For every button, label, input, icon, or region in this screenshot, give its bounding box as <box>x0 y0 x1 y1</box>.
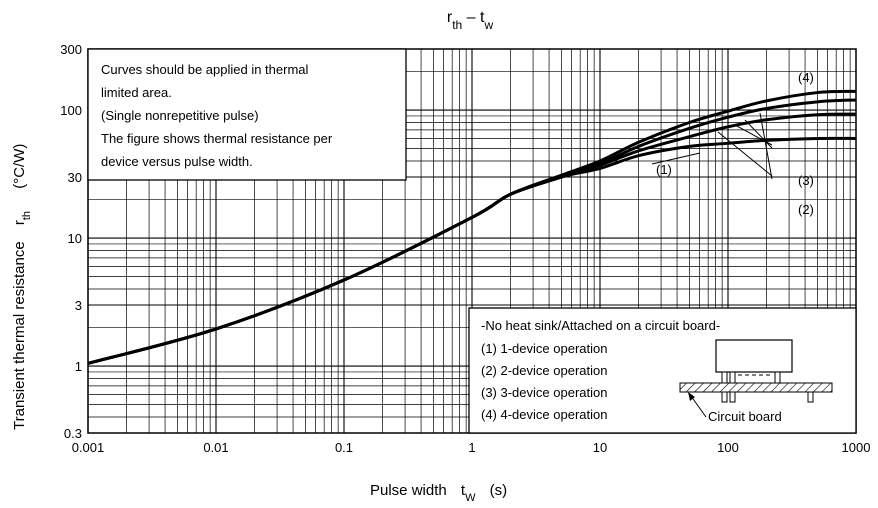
series-line-4 <box>87 89 857 365</box>
note-line: The figure shows thermal resistance per <box>101 131 333 146</box>
x-tick-label: 1000 <box>842 440 871 455</box>
x-tick-label: 0.001 <box>72 440 105 455</box>
legend-box: -No heat sink/Attached on a circuit boar… <box>468 307 857 434</box>
note-box: Curves should be applied in thermal limi… <box>87 48 407 181</box>
y-tick-label: 30 <box>68 170 82 185</box>
legend-item: (4) 4-device operation <box>481 407 607 422</box>
curves <box>87 89 857 365</box>
callout-label-1: (1) <box>656 162 672 177</box>
note-line: device versus pulse width. <box>101 154 253 169</box>
x-axis-label: Pulse width tW (s) <box>370 482 507 504</box>
x-tick-label: 1 <box>468 440 475 455</box>
callout-label-3: (3) <box>798 173 814 188</box>
y-tick-label: 0.3 <box>64 426 82 441</box>
circuit-board-label: Circuit board <box>708 409 782 424</box>
x-tick-label: 0.01 <box>203 440 228 455</box>
x-tick-label: 100 <box>717 440 739 455</box>
y-tick-label: 300 <box>60 42 82 57</box>
note-line: Curves should be applied in thermal <box>101 62 309 77</box>
circuit-board-drawing: Circuit board <box>679 339 833 424</box>
legend-title: -No heat sink/Attached on a circuit boar… <box>481 318 720 333</box>
legend-item: (2) 2-device operation <box>481 363 607 378</box>
x-tick-label: 10 <box>593 440 607 455</box>
x-tick-labels: 0.001 0.01 0.1 1 10 100 1000 <box>72 440 871 455</box>
x-tick-label: 0.1 <box>335 440 353 455</box>
legend-item: (1) 1-device operation <box>481 341 607 356</box>
chart-title: rth – tw <box>447 9 494 32</box>
y-tick-labels: 0.3 1 3 10 30 100 300 <box>60 42 82 441</box>
callout-label-4: (4) <box>798 70 814 85</box>
circuit-board <box>679 382 833 393</box>
y-axis-label: Transient thermal resistance rth (°C/W) <box>11 144 33 430</box>
note-line: limited area. <box>101 85 172 100</box>
callout-label-2: (2) <box>798 202 814 217</box>
y-tick-label: 3 <box>75 298 82 313</box>
y-tick-label: 1 <box>75 359 82 374</box>
curve-callouts: (1) (2) (3) (4) <box>651 70 814 217</box>
y-tick-label: 10 <box>68 231 82 246</box>
legend-item: (3) 3-device operation <box>481 385 607 400</box>
note-line: (Single nonrepetitive pulse) <box>101 108 259 123</box>
device-package <box>715 339 793 373</box>
y-tick-label: 100 <box>60 103 82 118</box>
